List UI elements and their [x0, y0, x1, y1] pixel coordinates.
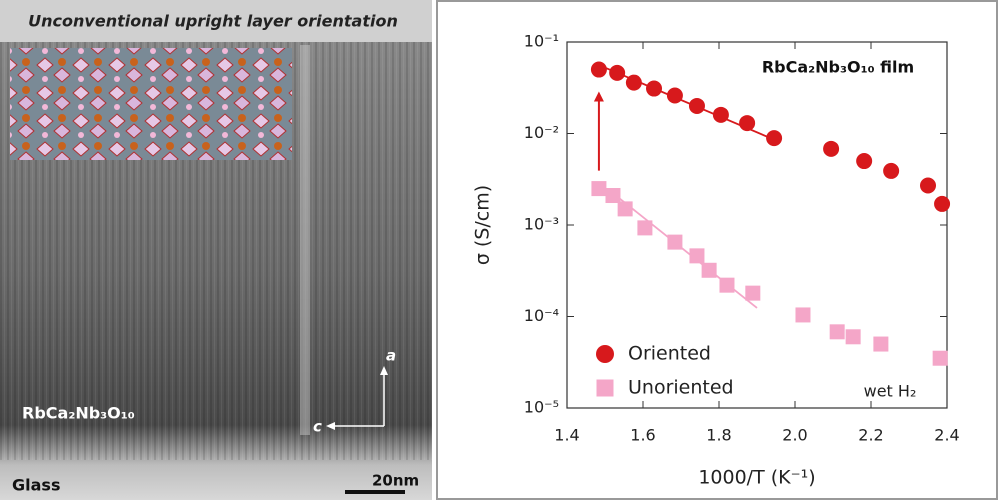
data-point: [830, 324, 845, 339]
y-tick-label: 10⁻²: [524, 123, 559, 142]
data-point: [873, 337, 888, 352]
data-point: [846, 329, 861, 344]
data-point: [934, 196, 950, 212]
data-point: [618, 201, 633, 216]
data-point: [883, 163, 899, 179]
y-axis-label: σ (S/cm): [472, 185, 494, 265]
substrate-label: Glass: [12, 476, 60, 495]
y-tick-label: 10⁻⁵: [524, 398, 559, 417]
data-point: [739, 115, 755, 131]
data-point: [766, 130, 782, 146]
data-point: [689, 98, 705, 114]
axis-c-label: c: [313, 418, 322, 436]
x-tick-label: 2.0: [782, 426, 807, 445]
y-tick-label: 10⁻¹: [524, 32, 559, 51]
condition-note: wet H₂: [864, 382, 917, 401]
x-axis-label: 1000/T (K⁻¹): [698, 467, 815, 489]
x-tick-label: 1.6: [630, 426, 655, 445]
data-point: [689, 248, 704, 263]
figure: Unconventional upright layer orientation…: [0, 0, 998, 500]
data-point: [637, 220, 652, 235]
axis-a-label: a: [386, 347, 396, 365]
data-point: [667, 235, 682, 250]
data-point: [667, 88, 683, 104]
chart-annotation: RbCa₂Nb₃O₁₀ film: [762, 58, 914, 77]
tem-streak: [300, 45, 310, 435]
data-point: [920, 178, 936, 194]
x-tick-label: 1.8: [706, 426, 731, 445]
legend-marker: [596, 345, 614, 363]
data-point: [702, 263, 717, 278]
data-point: [609, 65, 625, 81]
data-point: [745, 286, 760, 301]
scale-bar-label: 20nm: [372, 472, 419, 490]
data-point: [719, 278, 734, 293]
x-tick-label: 1.4: [554, 426, 579, 445]
material-label: RbCa₂Nb₃O₁₀: [22, 404, 135, 423]
data-point: [856, 153, 872, 169]
data-point: [933, 351, 948, 366]
image-panel: Unconventional upright layer orientation…: [0, 0, 432, 500]
x-tick-label: 2.2: [858, 426, 883, 445]
y-tick-label: 10⁻⁴: [524, 306, 559, 325]
data-point: [591, 62, 607, 78]
crystal-inset: [10, 48, 292, 160]
x-tick-label: 2.4: [934, 426, 959, 445]
legend-label: Oriented: [628, 343, 711, 365]
y-tick-label: 10⁻³: [524, 215, 559, 234]
data-point: [626, 75, 642, 91]
data-point: [823, 141, 839, 157]
legend-label: Unoriented: [628, 377, 734, 399]
data-point: [795, 307, 810, 322]
scale-bar: [345, 490, 405, 494]
legend-marker: [597, 380, 614, 397]
data-point: [591, 181, 606, 196]
image-title: Unconventional upright layer orientation: [28, 12, 398, 31]
data-point: [713, 107, 729, 123]
data-point: [646, 81, 662, 97]
data-point: [605, 188, 620, 203]
